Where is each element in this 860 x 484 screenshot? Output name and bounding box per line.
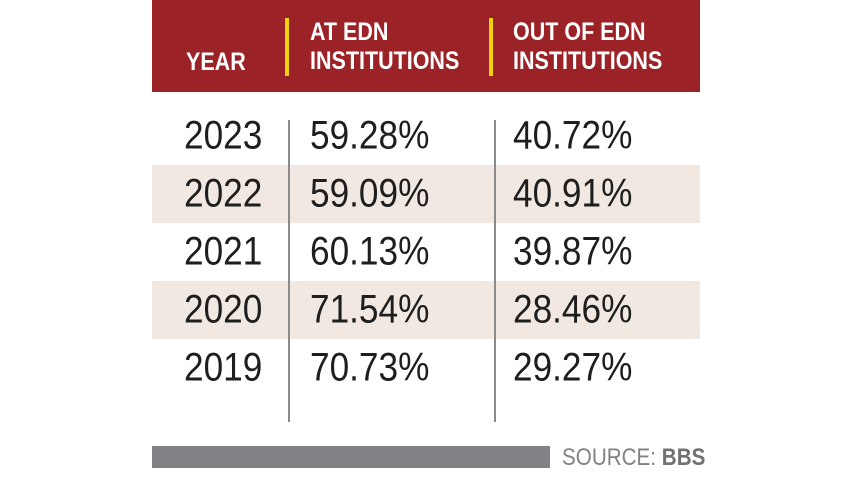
header-at-edn: AT EDN INSTITUTIONS: [310, 18, 459, 76]
table-row: 2022 59.09% 40.91%: [152, 165, 700, 223]
footer-bar: [152, 446, 550, 468]
table-row: 2019 70.73% 29.27%: [152, 339, 700, 397]
table-row: 2020 71.54% 28.46%: [152, 281, 700, 339]
cell-year: 2023: [184, 113, 263, 158]
table-row: 2023 59.28% 40.72%: [152, 107, 700, 165]
cell-at-edn: 59.28%: [310, 113, 430, 158]
cell-out-edn: 28.46%: [513, 287, 633, 332]
column-divider-2: [494, 120, 496, 422]
column-divider-1: [288, 120, 290, 422]
header-out-edn-line1: OUT OF EDN: [513, 18, 646, 46]
cell-out-edn: 40.72%: [513, 113, 633, 158]
source-credit: SOURCE: BBS: [562, 444, 705, 472]
source-label: SOURCE:: [562, 444, 657, 471]
header-out-edn: OUT OF EDN INSTITUTIONS: [513, 18, 662, 76]
header-out-edn-line2: INSTITUTIONS: [513, 47, 663, 75]
table-row: 2021 60.13% 39.87%: [152, 223, 700, 281]
cell-year: 2019: [184, 345, 263, 390]
header-divider-2: [489, 18, 493, 76]
cell-out-edn: 29.27%: [513, 345, 633, 390]
source-value: BBS: [661, 444, 706, 471]
cell-at-edn: 59.09%: [310, 171, 430, 216]
cell-out-edn: 39.87%: [513, 229, 633, 274]
cell-year: 2022: [184, 171, 263, 216]
cell-out-edn: 40.91%: [513, 171, 633, 216]
cell-at-edn: 71.54%: [310, 287, 430, 332]
cell-at-edn: 70.73%: [310, 345, 430, 390]
cell-at-edn: 60.13%: [310, 229, 430, 274]
table-header: YEAR AT EDN INSTITUTIONS OUT OF EDN INST…: [152, 0, 700, 92]
header-at-edn-line2: INSTITUTIONS: [310, 47, 460, 75]
header-at-edn-line1: AT EDN: [310, 18, 389, 46]
cell-year: 2021: [184, 229, 263, 274]
header-year: YEAR: [186, 48, 246, 76]
cell-year: 2020: [184, 287, 263, 332]
header-divider-1: [285, 18, 289, 76]
